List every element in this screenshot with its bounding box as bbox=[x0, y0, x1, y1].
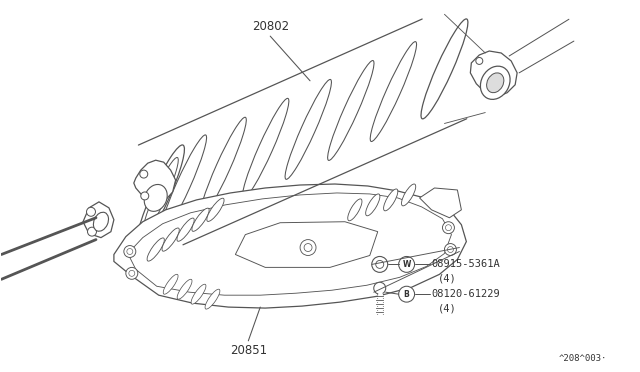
Ellipse shape bbox=[243, 98, 289, 198]
Circle shape bbox=[444, 244, 456, 256]
Circle shape bbox=[300, 240, 316, 256]
Circle shape bbox=[88, 227, 97, 236]
Circle shape bbox=[124, 246, 136, 257]
Circle shape bbox=[476, 57, 483, 64]
Circle shape bbox=[399, 286, 415, 302]
Text: 08120-61229: 08120-61229 bbox=[431, 289, 500, 299]
Circle shape bbox=[442, 222, 454, 234]
Ellipse shape bbox=[401, 184, 416, 206]
Polygon shape bbox=[134, 160, 175, 204]
Text: (4): (4) bbox=[438, 273, 456, 283]
Ellipse shape bbox=[200, 117, 246, 217]
Ellipse shape bbox=[328, 61, 374, 160]
Polygon shape bbox=[114, 184, 467, 308]
Ellipse shape bbox=[205, 289, 220, 309]
Circle shape bbox=[140, 170, 148, 178]
Circle shape bbox=[86, 207, 95, 216]
Ellipse shape bbox=[147, 238, 164, 261]
Circle shape bbox=[445, 225, 451, 231]
Ellipse shape bbox=[144, 185, 167, 211]
Circle shape bbox=[376, 260, 384, 268]
Ellipse shape bbox=[370, 42, 417, 141]
Circle shape bbox=[374, 282, 386, 294]
Circle shape bbox=[127, 248, 133, 254]
Text: 08915-5361A: 08915-5361A bbox=[431, 259, 500, 269]
Circle shape bbox=[141, 192, 148, 200]
Ellipse shape bbox=[160, 135, 207, 235]
Ellipse shape bbox=[177, 279, 192, 299]
Ellipse shape bbox=[285, 80, 332, 179]
Text: ^208^003·: ^208^003· bbox=[558, 354, 607, 363]
Text: B: B bbox=[404, 290, 410, 299]
Circle shape bbox=[372, 256, 388, 272]
Ellipse shape bbox=[421, 19, 468, 119]
Ellipse shape bbox=[192, 208, 209, 231]
Ellipse shape bbox=[486, 73, 504, 93]
Polygon shape bbox=[420, 188, 461, 218]
Ellipse shape bbox=[137, 145, 184, 245]
Circle shape bbox=[304, 244, 312, 251]
Polygon shape bbox=[138, 19, 467, 245]
Polygon shape bbox=[236, 222, 378, 267]
Polygon shape bbox=[83, 202, 114, 238]
Ellipse shape bbox=[348, 199, 362, 221]
Text: W: W bbox=[403, 260, 411, 269]
Circle shape bbox=[129, 270, 135, 276]
Ellipse shape bbox=[365, 194, 380, 216]
Ellipse shape bbox=[177, 218, 194, 241]
Text: 20802: 20802 bbox=[252, 20, 289, 33]
Ellipse shape bbox=[143, 157, 179, 232]
Ellipse shape bbox=[191, 284, 206, 304]
Ellipse shape bbox=[481, 66, 510, 99]
Circle shape bbox=[126, 267, 138, 279]
Text: 20851: 20851 bbox=[230, 344, 267, 357]
Ellipse shape bbox=[93, 212, 109, 231]
Text: (4): (4) bbox=[438, 303, 456, 313]
Ellipse shape bbox=[207, 198, 224, 221]
Ellipse shape bbox=[162, 228, 179, 251]
Polygon shape bbox=[470, 51, 517, 97]
Circle shape bbox=[447, 247, 453, 253]
Circle shape bbox=[399, 256, 415, 272]
Ellipse shape bbox=[383, 189, 398, 211]
Ellipse shape bbox=[163, 274, 178, 294]
